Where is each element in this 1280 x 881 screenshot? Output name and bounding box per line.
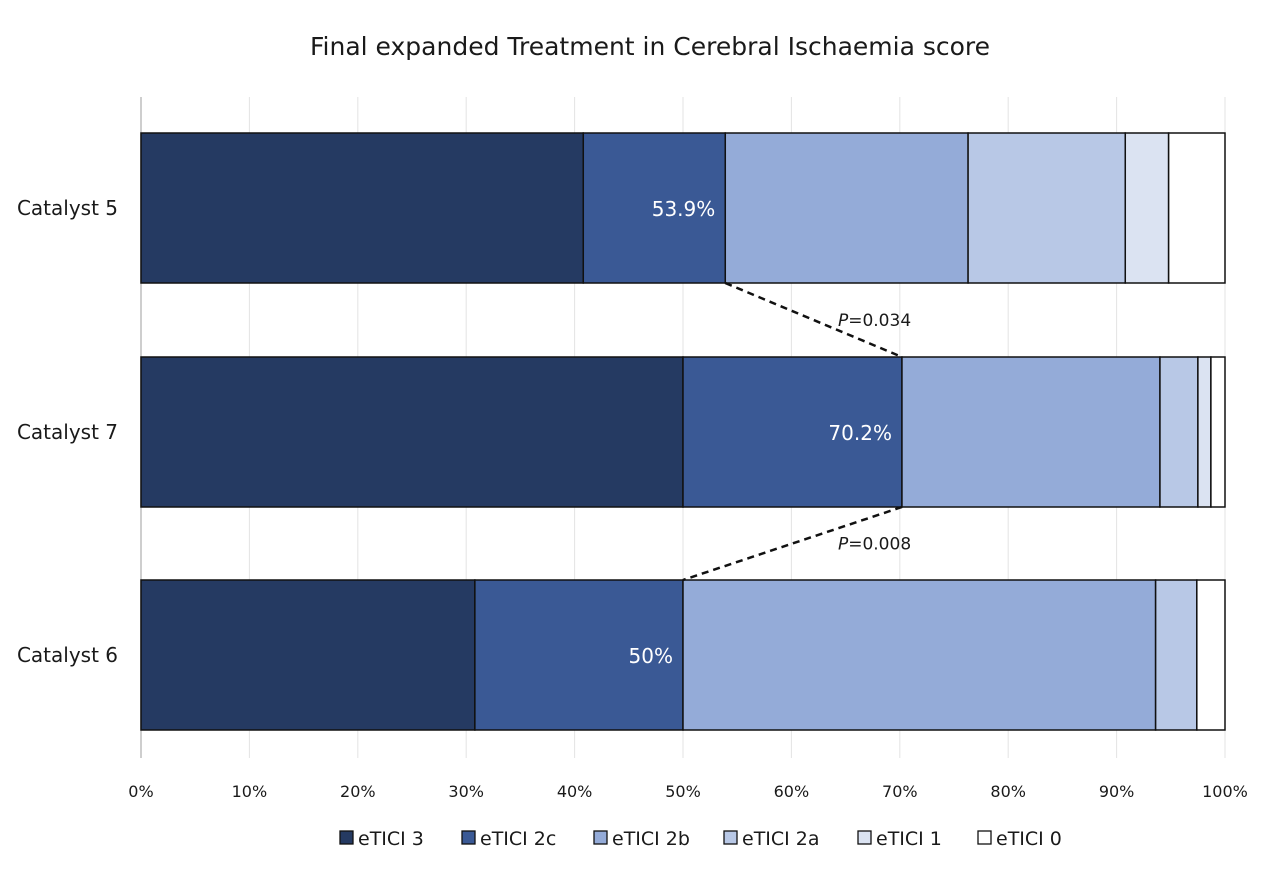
bar-catalyst-6-etici-2c <box>474 579 684 731</box>
bar-catalyst-6-etici-3 <box>140 579 476 731</box>
x-tick-label: 60% <box>774 782 810 801</box>
bar-catalyst-7-etici-2c <box>682 356 903 508</box>
bar-catalyst-5-etici-2a <box>967 132 1127 284</box>
legend-swatch <box>977 830 992 845</box>
x-tick-label: 0% <box>128 782 153 801</box>
bar-catalyst-6-etici-0 <box>1196 579 1226 731</box>
x-tick-label: 80% <box>990 782 1026 801</box>
comparison-line <box>682 505 903 582</box>
legend-label: eTICI 2b <box>612 828 690 850</box>
legend-swatch <box>461 830 476 845</box>
bar-catalyst-7-etici-1 <box>1197 356 1212 508</box>
x-tick-label: 70% <box>882 782 918 801</box>
p-value-label: P=0.034 <box>838 311 911 331</box>
comparisons: P=0.034 P=0.008 <box>682 281 911 582</box>
bar-catalyst-5-etici-2c <box>582 132 727 284</box>
category-label-catalyst-7: Catalyst 7 <box>17 420 118 444</box>
bar-catalyst-7-etici-3 <box>140 356 684 508</box>
category-label-catalyst-5: Catalyst 5 <box>17 196 118 220</box>
x-tick-labels: 0% 10% 20% 30% 40% 50% 60% 70% 80% 90% 100% <box>128 782 1248 801</box>
legend-swatch <box>857 830 872 845</box>
p-value-label: P=0.008 <box>838 535 911 555</box>
x-tick-label: 20% <box>340 782 376 801</box>
bar-catalyst-7-etici-0 <box>1210 356 1226 508</box>
x-tick-label: 10% <box>232 782 268 801</box>
comparison-line <box>724 281 903 359</box>
data-label: 53.9% <box>652 197 716 221</box>
bar-catalyst-5-etici-3 <box>140 132 585 284</box>
chart-title: Final expanded Treatment in Cerebral Isc… <box>310 32 990 61</box>
bar-catalyst-7-etici-2a <box>1159 356 1199 508</box>
bar-catalyst-6-etici-2b <box>682 579 1157 731</box>
x-tick-label: 40% <box>557 782 593 801</box>
bars <box>140 132 1226 731</box>
legend-label: eTICI 1 <box>876 828 942 850</box>
bar-catalyst-5-etici-1 <box>1124 132 1170 284</box>
bar-catalyst-5-etici-0 <box>1167 132 1226 284</box>
bar-catalyst-5-etici-2b <box>724 132 969 284</box>
legend-label: eTICI 3 <box>358 828 424 850</box>
x-tick-label: 100% <box>1202 782 1248 801</box>
x-tick-label: 50% <box>665 782 701 801</box>
category-label-catalyst-6: Catalyst 6 <box>17 643 118 667</box>
x-tick-label: 30% <box>448 782 484 801</box>
legend-swatch <box>593 830 608 845</box>
legend-swatch <box>339 830 354 845</box>
data-label: 50% <box>629 644 673 668</box>
legend-swatch <box>723 830 738 845</box>
data-label: 70.2% <box>828 421 892 445</box>
legend-label: eTICI 2c <box>480 828 556 850</box>
legend-label: eTICI 2a <box>742 828 820 850</box>
bar-catalyst-7-etici-2b <box>901 356 1161 508</box>
legend-label: eTICI 0 <box>996 828 1062 850</box>
x-tick-label: 90% <box>1099 782 1135 801</box>
bar-catalyst-6-etici-2a <box>1154 579 1198 731</box>
data-labels: 53.9% 70.2% 50% <box>629 197 892 668</box>
category-labels: Catalyst 5 Catalyst 7 Catalyst 6 <box>17 196 118 667</box>
legend: eTICI 3 eTICI 2c eTICI 2b eTICI 2a eTICI 1 eT… <box>339 828 1062 850</box>
